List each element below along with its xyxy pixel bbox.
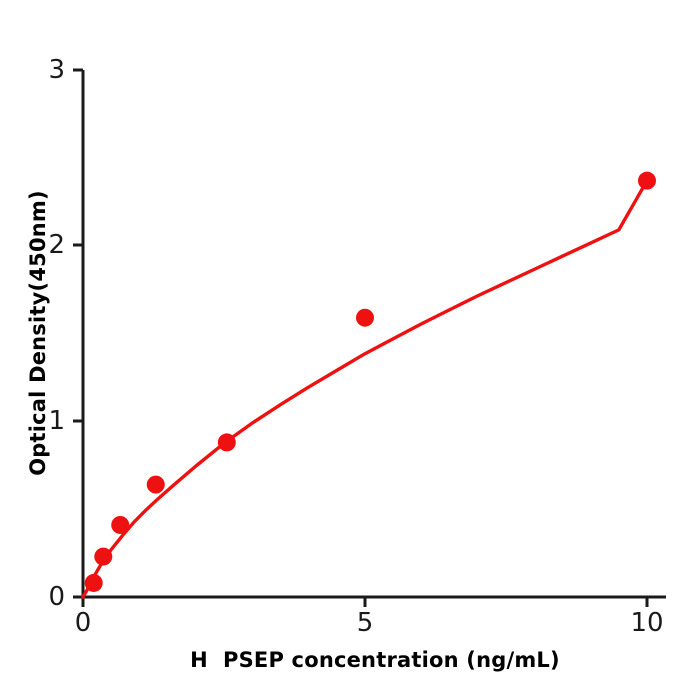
x-tick-label-0: 0 xyxy=(74,608,92,638)
data-point xyxy=(217,433,236,452)
y-tick-label-0: 0 xyxy=(48,582,65,612)
data-point-group xyxy=(84,171,656,592)
data-point xyxy=(84,573,103,592)
data-point xyxy=(356,308,374,327)
x-tick-label-10: 10 xyxy=(630,608,664,638)
y-axis-title: Optical Density(450nm) xyxy=(26,190,50,476)
y-tick-label-1: 1 xyxy=(48,406,65,436)
y-tick-label-3: 3 xyxy=(48,55,65,85)
data-point xyxy=(94,547,113,566)
data-point xyxy=(146,475,165,494)
x-axis-title: H PSEP concentration (ng/mL) xyxy=(190,648,560,672)
y-tick-label-2: 2 xyxy=(48,230,65,260)
data-point xyxy=(638,171,656,190)
x-tick-label-5: 5 xyxy=(356,608,374,638)
data-point xyxy=(111,515,130,534)
fit-curve-line xyxy=(81,178,649,599)
